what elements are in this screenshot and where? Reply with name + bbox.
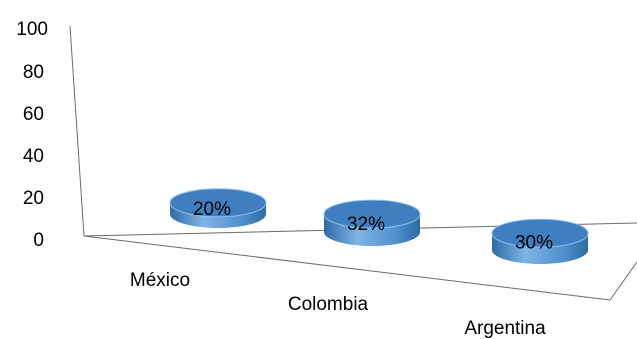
floor-right-line xyxy=(609,261,637,301)
y-tick-label: 40 xyxy=(23,146,44,167)
y-tick-label: 100 xyxy=(16,19,48,40)
category-label-argentina: Argentina xyxy=(464,318,546,339)
bar-argentina: 30% xyxy=(491,218,589,264)
y-tick-labels: 0 20 40 60 80 100 xyxy=(16,19,48,251)
category-label-mexico: México xyxy=(130,270,190,291)
category-labels: México Colombia Argentina xyxy=(130,270,546,339)
y-tick-label: 80 xyxy=(23,62,44,83)
floor-front-line xyxy=(83,235,611,301)
data-label-argentina: 30% xyxy=(515,232,553,253)
y-axis-line xyxy=(69,25,85,237)
y-tick-label: 0 xyxy=(33,230,44,251)
bar-mexico: 20% xyxy=(169,188,267,228)
data-label-mexico: 20% xyxy=(193,199,231,220)
y-tick-label: 60 xyxy=(23,104,44,125)
bar-top xyxy=(323,199,421,229)
bar-top xyxy=(169,188,267,218)
category-label-colombia: Colombia xyxy=(288,294,369,315)
y-tick-label: 20 xyxy=(23,188,44,209)
bar-top xyxy=(491,218,589,248)
bar-colombia: 32% xyxy=(323,199,421,246)
data-label-colombia: 32% xyxy=(347,214,385,235)
bars: 20% 32% 30% xyxy=(169,188,589,264)
